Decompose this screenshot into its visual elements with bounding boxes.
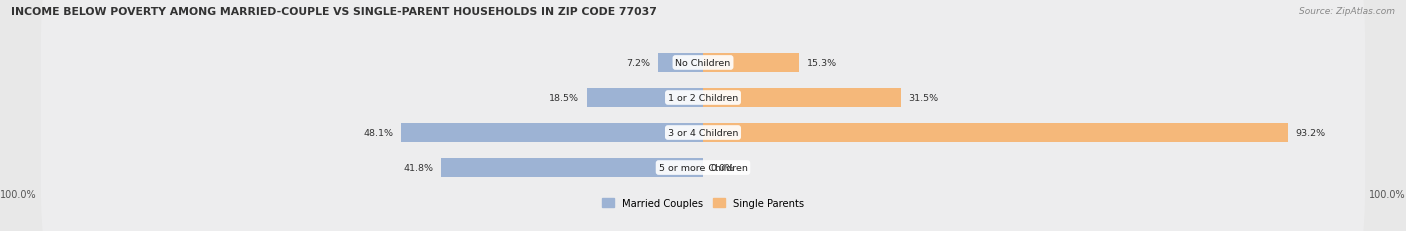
Bar — [703, 89, 901, 107]
Bar — [586, 89, 703, 107]
Text: 100.0%: 100.0% — [0, 189, 37, 199]
FancyBboxPatch shape — [41, 66, 1365, 231]
Text: 3 or 4 Children: 3 or 4 Children — [668, 128, 738, 137]
Text: 5 or more Children: 5 or more Children — [658, 163, 748, 172]
Text: 93.2%: 93.2% — [1295, 128, 1326, 137]
Text: 100.0%: 100.0% — [1369, 189, 1406, 199]
Bar — [703, 54, 799, 72]
Text: Source: ZipAtlas.com: Source: ZipAtlas.com — [1299, 7, 1395, 16]
Bar — [658, 54, 703, 72]
Text: 41.8%: 41.8% — [404, 163, 433, 172]
FancyBboxPatch shape — [41, 0, 1365, 165]
Text: INCOME BELOW POVERTY AMONG MARRIED-COUPLE VS SINGLE-PARENT HOUSEHOLDS IN ZIP COD: INCOME BELOW POVERTY AMONG MARRIED-COUPL… — [11, 7, 657, 17]
Text: No Children: No Children — [675, 59, 731, 68]
Bar — [440, 159, 703, 177]
Bar — [401, 124, 703, 142]
Text: 31.5%: 31.5% — [908, 94, 938, 103]
Bar — [703, 124, 1288, 142]
Text: 0.0%: 0.0% — [710, 163, 734, 172]
FancyBboxPatch shape — [41, 0, 1365, 200]
Text: 48.1%: 48.1% — [364, 128, 394, 137]
Text: 7.2%: 7.2% — [626, 59, 650, 68]
Text: 15.3%: 15.3% — [807, 59, 837, 68]
Text: 1 or 2 Children: 1 or 2 Children — [668, 94, 738, 103]
Legend: Married Couples, Single Parents: Married Couples, Single Parents — [599, 195, 807, 211]
Text: 18.5%: 18.5% — [550, 94, 579, 103]
FancyBboxPatch shape — [41, 31, 1365, 231]
